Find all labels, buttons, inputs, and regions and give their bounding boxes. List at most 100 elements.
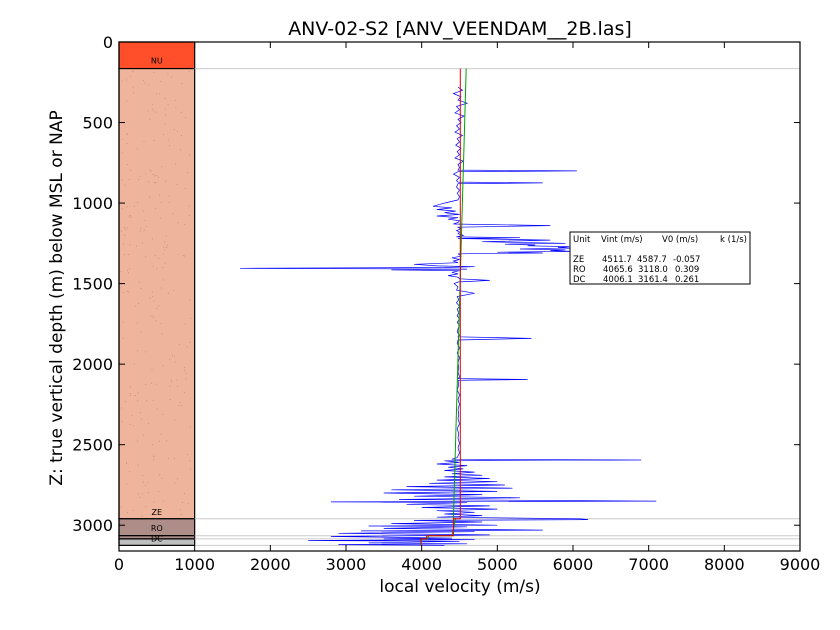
stipple-dot	[180, 513, 182, 515]
stipple-dot	[189, 299, 191, 301]
stipple-dot	[149, 118, 151, 120]
stipple-dot	[174, 163, 176, 165]
velocity-log	[240, 86, 657, 546]
stipple-dot	[164, 98, 166, 100]
stipple-dot	[160, 433, 162, 435]
stipple-dot	[167, 73, 169, 75]
table-cell: 0.309	[675, 265, 699, 275]
stipple-dot	[157, 176, 159, 178]
stipple-dot	[182, 254, 184, 256]
stipple-dot	[140, 331, 142, 333]
stipple-dot	[153, 139, 155, 141]
stipple-dot	[159, 217, 161, 219]
stipple-dot	[185, 378, 187, 380]
stipple-dot	[149, 297, 151, 299]
stipple-dot	[161, 477, 163, 479]
stipple-dot	[152, 266, 154, 268]
stipple-dot	[124, 184, 126, 186]
stipple-dot	[132, 86, 134, 88]
stipple-dot	[150, 170, 152, 172]
stipple-dot	[126, 483, 128, 485]
stipple-dot	[148, 84, 150, 86]
stipple-dot	[151, 291, 153, 293]
stipple-dot	[148, 181, 150, 183]
stipple-dot	[142, 475, 144, 477]
unit-block	[118, 67, 196, 520]
stipple-dot	[129, 244, 131, 246]
table-cell: 3161.4	[638, 275, 668, 285]
stipple-dot	[136, 350, 138, 352]
stipple-dot	[178, 344, 180, 346]
stipple-dot	[169, 385, 171, 387]
stipple-dot	[162, 266, 164, 268]
stipple-dot	[167, 138, 169, 140]
stipple-dot	[158, 305, 160, 307]
stipple-dot	[145, 351, 147, 353]
stipple-dot	[162, 500, 164, 502]
stipple-dot	[158, 440, 160, 442]
stipple-dot	[160, 287, 162, 289]
stipple-dot	[126, 206, 128, 208]
stipple-dot	[150, 315, 152, 317]
stipple-dot	[131, 216, 133, 218]
stipple-dot	[178, 404, 180, 406]
stipple-dot	[122, 291, 124, 293]
stipple-dot	[187, 502, 189, 504]
stipple-dot	[153, 459, 155, 461]
stipple-dot	[152, 455, 154, 457]
stipple-dot	[179, 509, 181, 511]
stipple-dot	[130, 169, 132, 171]
stipple-dot	[120, 506, 122, 508]
stipple-dot	[167, 244, 169, 246]
stipple-dot	[162, 414, 164, 416]
stipple-dot	[127, 290, 129, 292]
stipple-dot	[159, 474, 161, 476]
x-tick-label: 6000	[553, 555, 594, 574]
stipple-dot	[151, 369, 153, 371]
y-tick-label: 1500	[72, 275, 113, 294]
stipple-dot	[137, 464, 139, 466]
stipple-dot	[153, 456, 155, 458]
table-header-unit: Unit	[573, 235, 591, 245]
stipple-dot	[133, 205, 135, 207]
stipple-dot	[172, 212, 174, 214]
stipple-dot	[137, 493, 139, 495]
stipple-dot	[190, 317, 192, 319]
plot-frame	[118, 41, 801, 552]
stipple-dot	[176, 184, 178, 186]
stipple-dot	[137, 392, 139, 394]
stipple-dot	[165, 235, 167, 237]
y-tick-label: 1000	[72, 194, 113, 213]
axis-ticks: 0 1000 2000 3000 4000 5000 6000 7000 8000 9000 0 50…	[72, 33, 820, 574]
x-axis-title: local velocity (m/s)	[379, 577, 540, 597]
stipple-dot	[170, 76, 172, 78]
stipple-dot	[169, 358, 171, 360]
stipple-dot	[120, 271, 122, 273]
stipple-dot	[143, 229, 145, 231]
stipple-dot	[121, 407, 123, 409]
stipple-dot	[129, 268, 131, 270]
stipple-dot	[182, 502, 184, 504]
stipple-dot	[158, 490, 160, 492]
stipple-dot	[153, 71, 155, 73]
smoothed-velocity	[420, 68, 467, 546]
stipple-dot	[129, 386, 131, 388]
table-cell: 0.261	[675, 275, 699, 285]
stipple-dot	[145, 173, 147, 175]
stipple-dot	[166, 440, 168, 442]
stipple-dot	[189, 468, 191, 470]
stipple-dot	[139, 175, 141, 177]
table-box	[569, 231, 751, 285]
stipple-dot	[188, 215, 190, 217]
stipple-dot	[134, 394, 136, 396]
stipple-dot	[143, 210, 145, 212]
table-header-vint: Vint (m/s)	[601, 235, 643, 245]
stipple-dot	[184, 188, 186, 190]
stipple-dot	[129, 215, 131, 217]
stipple-dot	[121, 179, 123, 181]
stipple-dot	[141, 515, 143, 517]
stipple-dot	[188, 70, 190, 72]
stipple-dot	[129, 471, 131, 473]
stipple-dot	[162, 364, 164, 366]
stipple-dot	[121, 151, 123, 153]
